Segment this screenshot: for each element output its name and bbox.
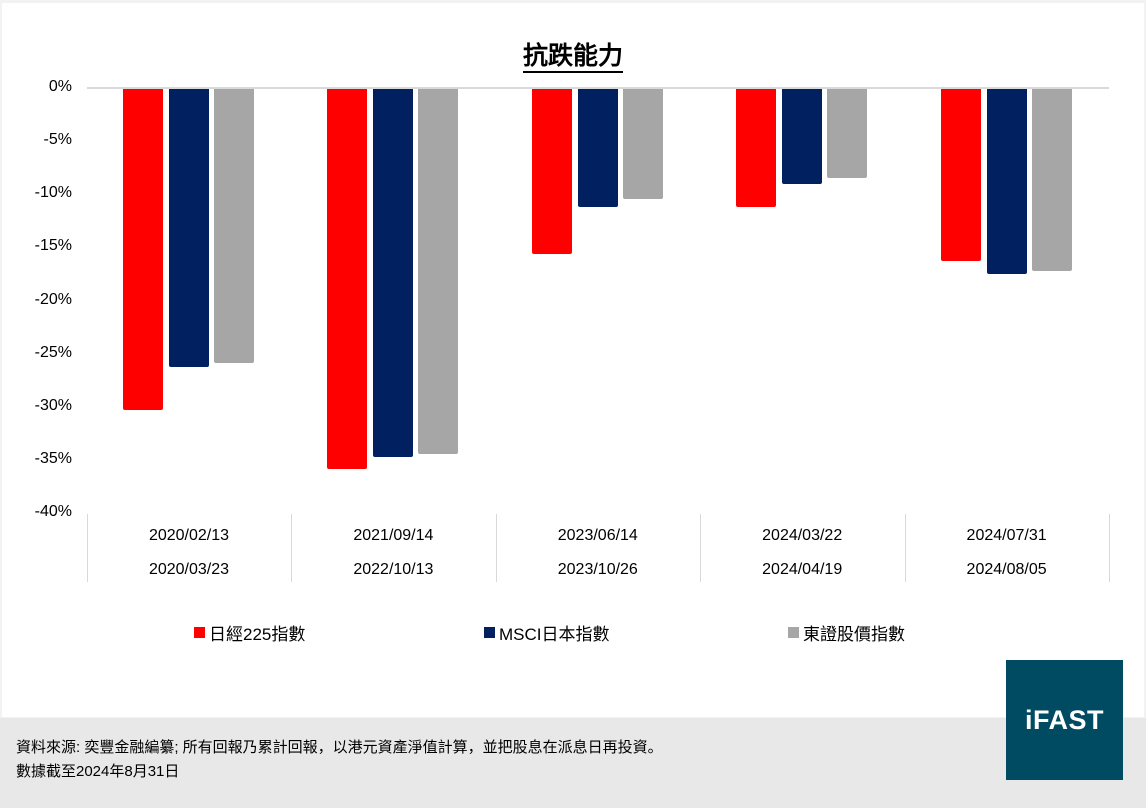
bar <box>577 89 618 207</box>
bar <box>622 89 663 199</box>
legend-swatch-icon <box>788 627 799 638</box>
bar <box>782 89 823 184</box>
bar <box>214 89 254 364</box>
y-tick-label: -20% <box>34 290 72 308</box>
bar <box>169 89 209 368</box>
x-category-start-date: 2024/03/22 <box>762 527 843 544</box>
y-tick-label: -15% <box>34 237 72 255</box>
bar <box>1031 89 1072 271</box>
x-category-end-date: 2022/10/13 <box>353 561 434 578</box>
x-category-end-date: 2020/03/23 <box>148 561 230 578</box>
x-category-end-date: 2024/08/05 <box>966 561 1047 578</box>
bar <box>418 89 459 454</box>
x-axis-separator <box>87 514 88 582</box>
bar <box>373 89 414 457</box>
x-category-start-date: 2024/07/31 <box>966 527 1047 544</box>
x-axis-separator <box>1109 514 1110 582</box>
y-tick-label: -40% <box>34 503 72 520</box>
x-category-start-date: 2021/09/14 <box>353 527 434 544</box>
legend-label: MSCI日本指數 <box>499 625 610 644</box>
y-tick-label: -5% <box>43 131 72 149</box>
legend-item: 東證股價指數 <box>788 620 905 645</box>
legend-swatch-icon <box>194 627 205 638</box>
bar <box>940 89 981 262</box>
bar <box>531 89 572 254</box>
bar <box>123 89 163 410</box>
source-note: 資料來源: 奕豐金融編纂; 所有回報乃累計回報，以港元資產淨值計算，並把股息在派… <box>16 739 663 756</box>
x-category-start-date: 2020/02/13 <box>148 527 230 544</box>
bar <box>986 89 1027 274</box>
y-tick-label: -35% <box>34 449 72 467</box>
legend-swatch-icon <box>484 627 495 638</box>
y-tick-label: -25% <box>34 343 72 361</box>
data-date-note: 數據截至2024年8月31日 <box>16 763 180 780</box>
x-category-end-date: 2023/10/26 <box>557 561 638 578</box>
legend-label: 東證股價指數 <box>803 625 905 644</box>
y-tick-label: 0% <box>48 78 72 95</box>
x-axis-separator <box>904 514 906 582</box>
x-axis-separator <box>700 514 702 582</box>
x-axis-separator <box>495 514 497 582</box>
bar <box>827 89 868 179</box>
footer: 資料來源: 奕豐金融編纂; 所有回報乃累計回報，以港元資產淨值計算，並把股息在派… <box>0 718 1146 808</box>
zero-baseline <box>87 87 1109 89</box>
legend-item: MSCI日本指數 <box>484 620 610 645</box>
legend-item: 日經225指數 <box>194 620 305 645</box>
x-category-end-date: 2024/04/19 <box>762 561 843 578</box>
chart-title: 抗跌能力 <box>0 36 1146 73</box>
x-axis-separator <box>291 514 293 582</box>
y-tick-label: -30% <box>34 396 72 414</box>
bar <box>327 89 368 470</box>
legend-label: 日經225指數 <box>209 625 306 644</box>
bar <box>736 89 777 207</box>
ifast-logo: iFAST <box>1006 660 1123 780</box>
x-category-start-date: 2023/06/14 <box>557 527 638 544</box>
y-tick-label: -10% <box>34 184 72 202</box>
